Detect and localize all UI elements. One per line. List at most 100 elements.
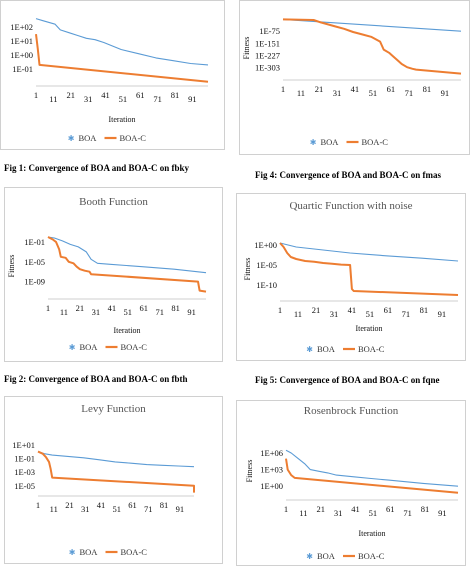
c2-xtick-label: 91 (441, 88, 450, 98)
c6-xtick-label: 71 (403, 508, 412, 518)
c1-frame (0, 0, 225, 150)
c3-legend-label-boa: BOA (80, 342, 99, 352)
c6-ytick-label: 1E+00 (260, 481, 283, 491)
chart-panel-2: Booth Function 1E-01 1E-05 1E-09 1 11 21 31 41 51… (4, 187, 223, 362)
chart-panel-4: 1E-75 1E-151 1E-227 1E-303 1 11 21 31 41 51 61 71 81… (239, 0, 470, 155)
c4-xtick-label: 11 (294, 309, 302, 319)
c4-xtick-label: 31 (330, 309, 339, 319)
c1-ytick-label: 1E+01 (10, 36, 33, 46)
c6-ytick-label: 1E+06 (260, 448, 283, 458)
c2-xtick-label: 71 (405, 88, 414, 98)
c3-ytick-label: 1E-09 (24, 277, 45, 287)
c1-series-boac-line (35, 33, 209, 83)
c3-series-boac-line (47, 236, 207, 293)
c2-ytick-label: 1E-75 (259, 26, 280, 36)
c4-title: Quartic Function with noise (289, 200, 412, 212)
c6-xtick-label: 31 (334, 508, 343, 518)
c1-xtick-label: 1 (34, 90, 38, 100)
c5-legend-label-boac: BOA-C (121, 547, 148, 557)
c2-legend-label-boac: BOA-C (362, 137, 389, 147)
c4-ytick-label: 1E-10 (256, 280, 277, 290)
c4-xtick-label: 1 (278, 305, 282, 315)
c3-series-boa-line (47, 236, 207, 274)
c3-ylabel: Fitness (7, 255, 16, 278)
c1-series-boa-line (35, 18, 209, 66)
figure-caption-1: Fig 1: Convergence of BOA and BOA-C on f… (4, 163, 190, 173)
c3-xtick-label: 81 (171, 303, 180, 313)
c1-xtick-label: 21 (66, 90, 75, 100)
c6-series-boac-line (285, 458, 459, 494)
c5-xtick-label: 71 (144, 504, 153, 514)
c2-xtick-label: 51 (369, 88, 378, 98)
c6-xtick-label: 41 (351, 504, 360, 514)
c6-legend-label-boac: BOA-C (358, 551, 385, 561)
c4-xtick-label: 91 (438, 309, 447, 319)
c4-legend-marker-boa: ✱ (306, 345, 313, 354)
c5-legend-marker-boa: ✱ (69, 548, 76, 557)
c2-xtick-label: 1 (281, 84, 285, 94)
c2-ylabel: Fitness (242, 37, 251, 60)
c3-ytick-label: 1E-05 (24, 257, 45, 267)
chart-svg-5: Quartic Function with noise 1E+00 1E-05 1E-… (236, 193, 466, 361)
chart-panel-1: 1E+02 1E+01 1E+00 1E-01 1 11 21 31 41 51 61 71 81 91 I… (0, 0, 225, 150)
c4-xlabel: Iteration (355, 324, 382, 333)
c4-xtick-label: 61 (384, 305, 393, 315)
c1-legend-marker-boa: ✱ (68, 134, 75, 143)
c4-xtick-label: 21 (312, 305, 321, 315)
c6-xlabel: Iteration (358, 529, 385, 538)
c4-ytick-label: 1E-05 (256, 260, 277, 270)
c3-xtick-label: 21 (76, 303, 85, 313)
c2-xtick-label: 11 (297, 88, 305, 98)
c1-ytick-label: 1E+00 (10, 50, 33, 60)
c5-xtick-label: 21 (65, 500, 74, 510)
c1-legend-label-boa: BOA (79, 133, 98, 143)
c3-xtick-label: 51 (124, 307, 133, 317)
c4-legend-label-boac: BOA-C (358, 344, 385, 354)
c3-legend-marker-boa: ✱ (69, 343, 76, 352)
c5-ytick-label: 1E-05 (14, 481, 35, 491)
c4-series-boac-line (279, 242, 459, 296)
c4-xtick-label: 81 (420, 305, 429, 315)
c5-xtick-label: 1 (36, 500, 40, 510)
c1-xtick-label: 41 (101, 90, 110, 100)
c6-xtick-label: 51 (369, 508, 378, 518)
c1-xtick-label: 31 (84, 94, 93, 104)
c1-xlabel: Iteration (108, 115, 135, 124)
chart-panel-6: Rosenbrock Function 1E+06 1E+03 1E+00 1 11 21 3… (236, 400, 466, 566)
c2-ytick-label: 1E-151 (255, 38, 280, 48)
figure-caption-5: Fig 5: Convergence of BOA and BOA-C on f… (255, 375, 440, 385)
c3-xtick-label: 41 (108, 303, 117, 313)
c2-xtick-label: 61 (387, 84, 396, 94)
c4-xtick-label: 41 (348, 305, 357, 315)
c6-legend-label-boa: BOA (317, 551, 336, 561)
c2-series-boac-line (282, 18, 462, 75)
c5-xtick-label: 41 (97, 500, 106, 510)
c1-xtick-label: 91 (188, 94, 197, 104)
c2-ytick-label: 1E-303 (255, 63, 280, 73)
c1-ytick-label: 1E+02 (10, 22, 33, 32)
c6-xtick-label: 21 (316, 504, 325, 514)
c3-xtick-label: 11 (60, 307, 68, 317)
c6-xtick-label: 91 (438, 508, 447, 518)
c1-xtick-label: 81 (171, 90, 180, 100)
c5-xtick-label: 31 (81, 504, 90, 514)
figure-caption-4: Fig 4: Convergence of BOA and BOA-C on f… (255, 170, 441, 180)
c5-series-boac-line (37, 450, 195, 493)
c6-series-boa-line (285, 449, 459, 487)
c5-ytick-label: 1E-03 (14, 467, 35, 477)
c3-ytick-label: 1E-01 (24, 237, 45, 247)
c5-ytick-label: 1E+01 (12, 440, 35, 450)
c1-xtick-label: 51 (119, 94, 128, 104)
c5-xtick-label: 51 (113, 504, 122, 514)
c2-xtick-label: 41 (351, 84, 360, 94)
c2-series-boa-line (282, 18, 462, 32)
c6-xtick-label: 61 (386, 504, 395, 514)
c3-xtick-label: 71 (155, 307, 164, 317)
c6-ytick-label: 1E+03 (260, 465, 283, 475)
c2-legend-marker-boa: ✱ (310, 138, 317, 147)
c3-xtick-label: 91 (187, 307, 196, 317)
c1-legend-label-boac: BOA-C (120, 133, 147, 143)
